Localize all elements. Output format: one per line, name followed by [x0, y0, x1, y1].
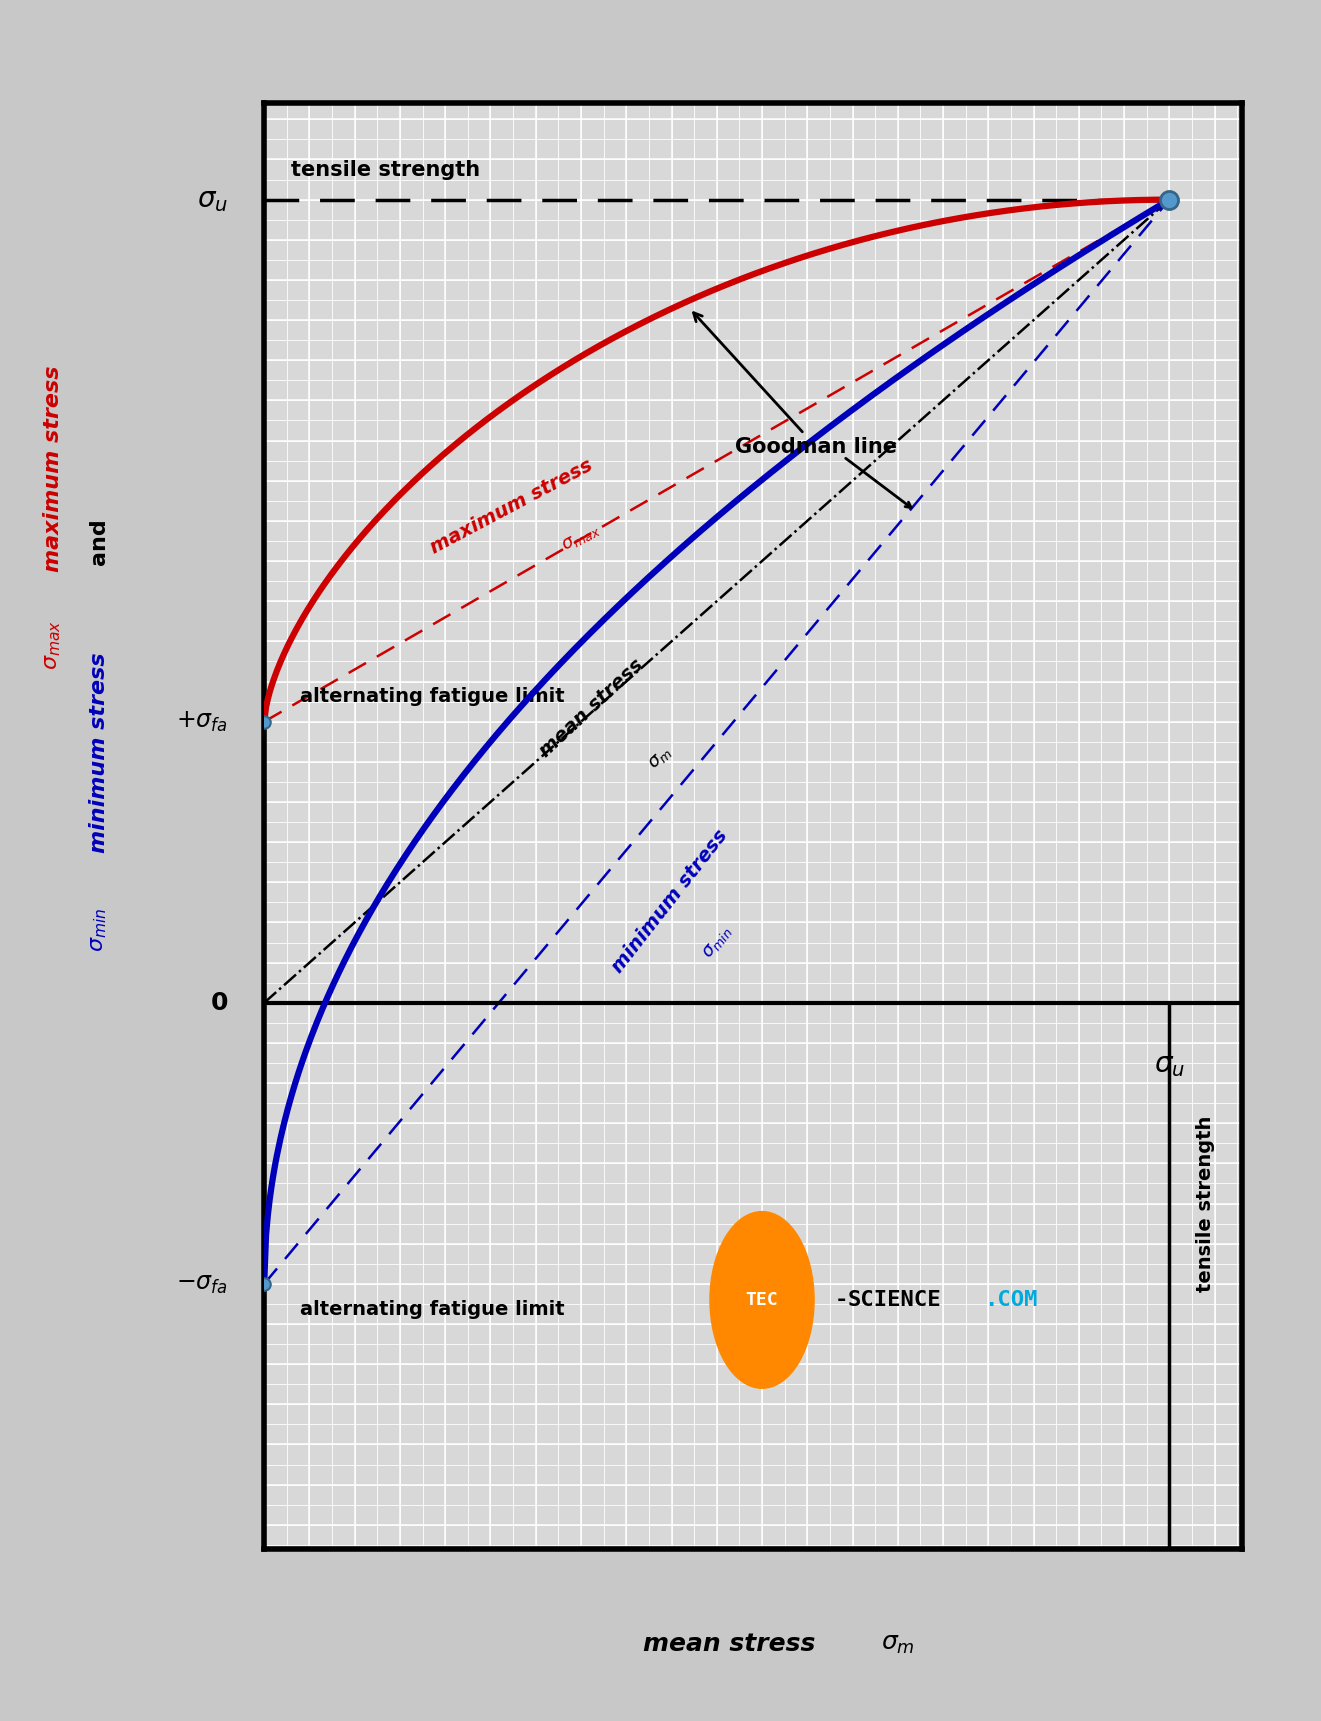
Text: minimum stress: minimum stress	[89, 644, 110, 854]
Text: and: and	[89, 518, 110, 566]
Text: $\sigma_{max}$: $\sigma_{max}$	[42, 620, 63, 671]
Text: maximum stress: maximum stress	[42, 358, 63, 571]
Text: $\sigma_{max}$: $\sigma_{max}$	[559, 520, 602, 554]
Text: minimum stress: minimum stress	[608, 821, 736, 976]
Text: $\sigma_m$: $\sigma_m$	[645, 743, 675, 773]
Text: $\sigma_{min}$: $\sigma_{min}$	[699, 922, 736, 962]
Text: $\sigma_u$: $\sigma_u$	[1153, 1052, 1185, 1079]
Text: tensile strength: tensile strength	[292, 160, 481, 179]
Text: maximum stress: maximum stress	[427, 453, 602, 558]
Text: TEC: TEC	[746, 1291, 778, 1310]
Text: SCIENCE: SCIENCE	[848, 1291, 942, 1310]
Text: $\sigma_u$: $\sigma_u$	[197, 186, 229, 213]
Text: Goodman line: Goodman line	[694, 313, 897, 456]
Text: mean stress: mean stress	[536, 651, 653, 761]
Text: mean stress: mean stress	[642, 1632, 824, 1656]
Text: tensile strength: tensile strength	[1197, 1115, 1215, 1292]
Text: $\sigma_m$: $\sigma_m$	[881, 1632, 915, 1656]
Text: alternating fatigue limit: alternating fatigue limit	[300, 1299, 565, 1318]
Text: $+\sigma_{fa}$: $+\sigma_{fa}$	[177, 709, 229, 733]
Text: .COM: .COM	[984, 1291, 1037, 1310]
Text: $\sigma_{min}$: $\sigma_{min}$	[89, 907, 110, 952]
Text: 0: 0	[210, 991, 229, 1015]
Ellipse shape	[709, 1212, 814, 1389]
Text: $-\sigma_{fa}$: $-\sigma_{fa}$	[177, 1272, 229, 1296]
Text: alternating fatigue limit: alternating fatigue limit	[300, 687, 565, 706]
Text: -: -	[835, 1291, 848, 1310]
